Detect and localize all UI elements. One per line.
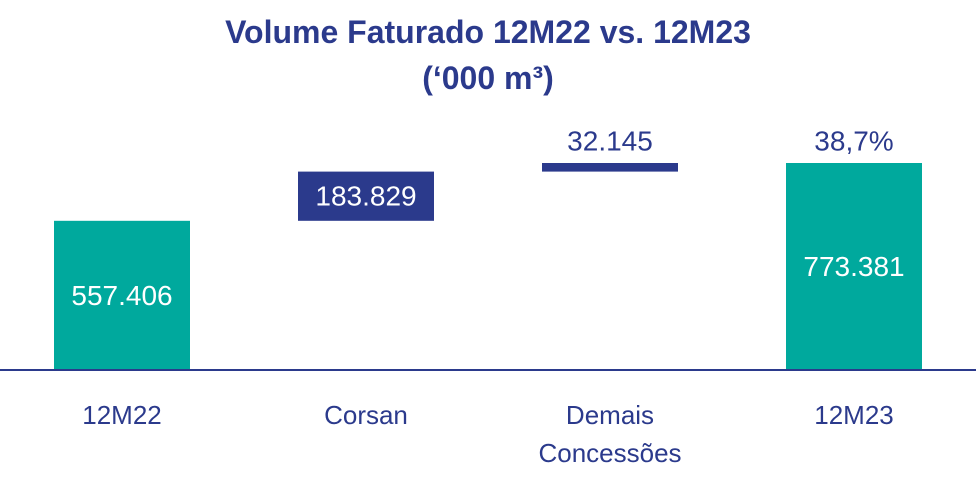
x-tick-label: Corsan bbox=[324, 400, 408, 430]
bar bbox=[298, 171, 434, 221]
bar bbox=[542, 163, 678, 172]
value-label: 183.829 bbox=[315, 181, 416, 212]
value-label: 773.381 bbox=[803, 251, 904, 282]
bar bbox=[786, 163, 922, 370]
x-tick-label: 12M22 bbox=[82, 400, 162, 430]
x-tick-label: 12M23 bbox=[814, 400, 894, 430]
chart-title: Volume Faturado 12M22 vs. 12M23 bbox=[225, 14, 751, 50]
value-label: 32.145 bbox=[567, 125, 653, 156]
bar bbox=[54, 220, 190, 370]
x-tick-label: Demais Concessões bbox=[538, 400, 682, 468]
chart-subtitle: (‘000 m³) bbox=[422, 60, 554, 96]
value-label: 557.406 bbox=[71, 280, 172, 311]
annotation: 38,7% bbox=[814, 125, 893, 156]
